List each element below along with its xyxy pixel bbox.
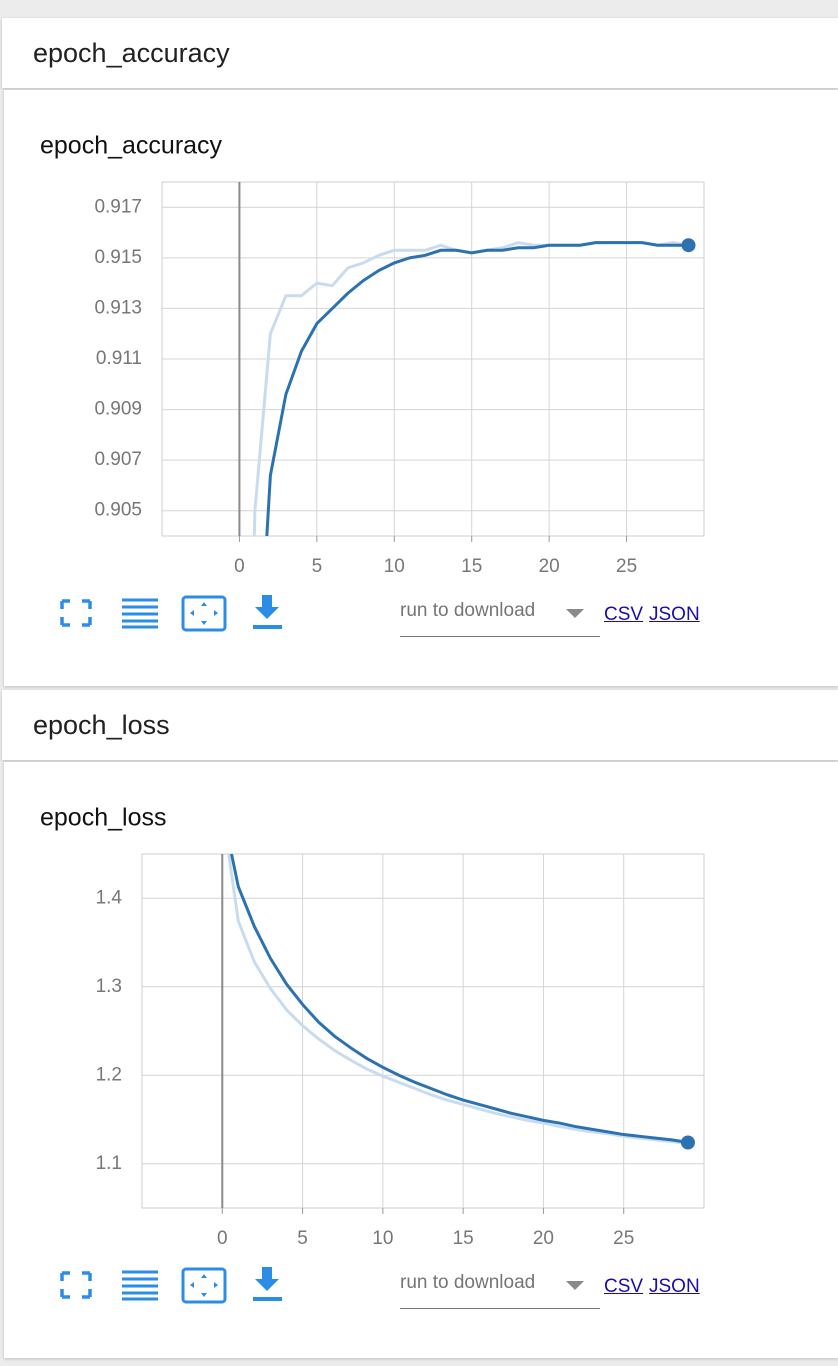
- fullscreen-icon[interactable]: [60, 1271, 92, 1299]
- series-line: [229, 854, 689, 1144]
- dropdown-arrow: [566, 609, 584, 618]
- dropdown-label: run to download: [400, 600, 536, 621]
- log-scale-icon[interactable]: [122, 598, 158, 629]
- dropdown-arrow: [566, 1281, 584, 1290]
- fit-domain-icon[interactable]: [181, 1267, 227, 1304]
- csv-link[interactable]: CSV: [604, 1276, 644, 1297]
- x-tick-label: 15: [461, 556, 482, 577]
- x-tick-label: 10: [372, 1228, 393, 1249]
- x-tick-label: 25: [616, 556, 637, 577]
- chart-card: epoch_loss 1.1 1.2 1.3 1.4 0 5 10 15 20 25 run to …: [4, 762, 838, 1358]
- card-header: epoch_accuracy: [2, 18, 838, 88]
- run-dropdown[interactable]: run to download: [400, 598, 600, 637]
- y-tick-label: 0.907: [94, 449, 142, 470]
- json-link[interactable]: JSON: [649, 604, 700, 625]
- x-tick-label: 10: [384, 556, 405, 577]
- y-tick-label: 1.4: [96, 887, 123, 908]
- toolbar: [60, 1267, 282, 1304]
- header-title: epoch_loss: [33, 710, 170, 740]
- dropdown-label: run to download: [400, 1272, 536, 1293]
- y-tick-label: 0.909: [94, 399, 142, 420]
- chart-title: epoch_loss: [40, 804, 166, 832]
- y-tick-label: 0.911: [96, 348, 142, 369]
- run-dropdown[interactable]: run to download: [400, 1270, 600, 1309]
- download-icon[interactable]: [253, 1267, 282, 1301]
- series-line: [265, 241, 689, 536]
- series-line: [227, 854, 689, 1145]
- plot-frame: [141, 853, 705, 1209]
- fit-domain-arrows: [190, 602, 218, 625]
- x-tick-label: 0: [234, 556, 245, 577]
- x-tick-label: 15: [453, 1228, 474, 1249]
- x-tick-label: 25: [613, 1228, 634, 1249]
- fit-domain-arrows: [190, 1274, 218, 1297]
- y-tick-label: 0.915: [94, 247, 142, 268]
- y-tick-label: 1.2: [96, 1064, 122, 1085]
- x-tick-label: 0: [217, 1228, 228, 1249]
- x-tick-label: 20: [533, 1228, 554, 1249]
- x-tick-label: 20: [539, 556, 560, 577]
- header-title: epoch_accuracy: [33, 38, 230, 68]
- fit-domain-icon[interactable]: [181, 595, 227, 632]
- last-point: [681, 238, 696, 253]
- last-point: [680, 1135, 695, 1150]
- x-tick-label: 5: [297, 1228, 308, 1249]
- json-link[interactable]: JSON: [649, 1276, 700, 1297]
- x-tick-label: 5: [312, 556, 323, 577]
- chart: epoch_accuracy 0.905 0.907 0.909 0.911 0.913 0…: [40, 132, 705, 632]
- y-tick-label: 0.913: [94, 297, 142, 318]
- toolbar: [60, 595, 282, 632]
- y-tick-label: 1.1: [96, 1153, 122, 1174]
- card-header: epoch_loss: [2, 690, 838, 760]
- csv-link[interactable]: CSV: [604, 604, 644, 625]
- fullscreen-icon[interactable]: [60, 599, 92, 627]
- chart: epoch_loss 1.1 1.2 1.3 1.4 0 5 10 15 20 25: [40, 804, 705, 1304]
- chart-card: epoch_accuracy 0.905 0.907 0.909 0.911 0.913 0…: [4, 90, 838, 686]
- log-scale-icon[interactable]: [122, 1270, 158, 1301]
- y-tick-label: 0.917: [94, 196, 142, 217]
- download-icon[interactable]: [253, 595, 282, 629]
- y-tick-label: 0.905: [94, 500, 142, 521]
- y-tick-label: 1.3: [96, 976, 122, 997]
- chart-title: epoch_accuracy: [40, 132, 223, 160]
